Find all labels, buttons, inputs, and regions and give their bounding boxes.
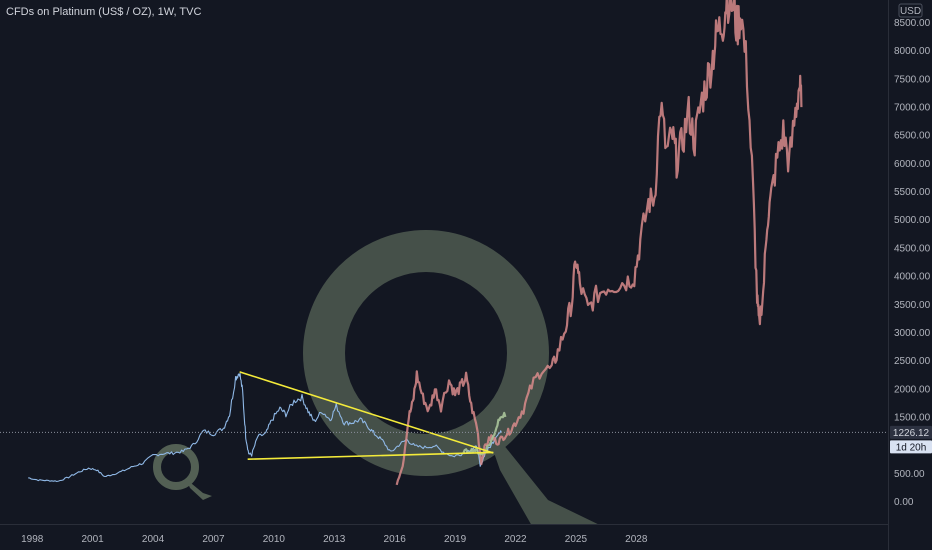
- x-tick-label: 2022: [504, 534, 527, 545]
- x-tick-label: 1998: [21, 534, 44, 545]
- x-tick-label: 2001: [82, 534, 105, 545]
- currency-badge: [898, 3, 923, 18]
- y-tick-label: 500.00: [894, 469, 925, 480]
- y-tick-label: 6000.00: [894, 159, 931, 170]
- y-tick-label: 3000.00: [894, 328, 931, 339]
- x-tick-label: 2013: [323, 534, 346, 545]
- currency-label: USD: [900, 6, 921, 17]
- last-price-badge: [890, 425, 932, 439]
- y-tick-label: 7500.00: [894, 74, 931, 85]
- y-tick-label: 8500.00: [894, 18, 931, 29]
- trendline-lower[interactable]: [247, 451, 494, 461]
- q-logo-small-icon: [153, 444, 212, 500]
- y-tick-label: 5000.00: [894, 215, 931, 226]
- x-tick-label: 2019: [444, 534, 467, 545]
- countdown-badge: [890, 440, 932, 454]
- x-tick-label: 2016: [384, 534, 407, 545]
- y-tick-label: 2500.00: [894, 356, 931, 367]
- countdown-value: 1d 20h: [896, 442, 927, 453]
- x-tick-label: 2007: [202, 534, 225, 545]
- y-tick-label: 5500.00: [894, 187, 931, 198]
- y-tick-label: 4000.00: [894, 272, 931, 283]
- y-tick-label: 4500.00: [894, 243, 931, 254]
- y-tick-label: 3500.00: [894, 300, 931, 311]
- y-tick-label: 8000.00: [894, 46, 931, 57]
- series-line-projection: [395, 0, 803, 486]
- y-tick-label: 2000.00: [894, 384, 931, 395]
- y-tick-label: 1500.00: [894, 412, 931, 423]
- y-tick-label: 6500.00: [894, 131, 931, 142]
- trendline-upper[interactable]: [239, 371, 494, 454]
- series-line-history: [28, 373, 502, 483]
- y-tick-label: 0.00: [894, 497, 914, 508]
- chart-title: CFDs on Platinum (US$ / OZ), 1W, TVC: [6, 6, 201, 18]
- last-price-value: 1226.12: [893, 428, 930, 439]
- x-tick-label: 2004: [142, 534, 165, 545]
- price-axis[interactable]: [888, 0, 932, 550]
- time-axis[interactable]: [0, 524, 888, 550]
- x-tick-labels: 1998 2001 2004 2007 2010 2013 2016 2019 2022 2025…: [21, 534, 648, 545]
- x-tick-label: 2010: [263, 534, 286, 545]
- y-tick-label: 7000.00: [894, 103, 931, 114]
- x-tick-label: 2025: [565, 534, 588, 545]
- trendline-layer[interactable]: [239, 371, 494, 461]
- x-tick-label: 2028: [625, 534, 648, 545]
